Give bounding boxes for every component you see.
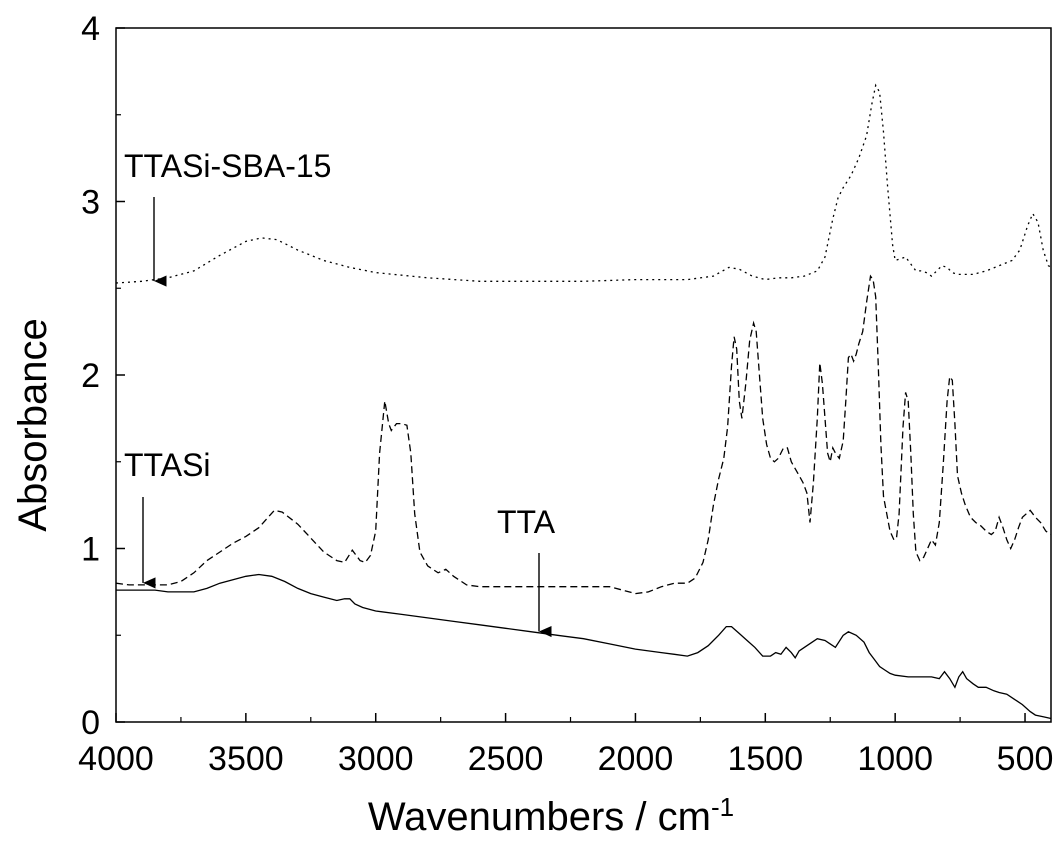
x-tick-label: 2500	[468, 740, 544, 778]
y-axis-label: Absorbance	[11, 318, 55, 531]
annotation-layer: TTASi-SBA-15 TTASi TTA	[124, 148, 556, 638]
y-tick-label: 0	[81, 704, 100, 742]
x-tick-label: 1000	[857, 740, 933, 778]
x-tick-label: 3500	[208, 740, 284, 778]
annotation-label: TTASi	[124, 447, 211, 483]
series-line-tta	[116, 573, 1052, 720]
plot-frame	[115, 27, 1052, 723]
x-tick-label: 4000	[78, 740, 154, 778]
x-tick-label: 500	[997, 740, 1054, 778]
x-axis-label: Wavenumbers / cm-1	[368, 792, 734, 839]
series-layer	[115, 83, 1052, 720]
x-axis-ticks: 4000 3500 3000 2500 2000 1500 1000 500	[78, 713, 1053, 778]
x-tick-label: 3000	[338, 740, 414, 778]
series-line-ttasi-sba-15	[115, 83, 1052, 284]
annotation-label: TTASi-SBA-15	[124, 148, 331, 184]
x-tick-label: 2000	[598, 740, 674, 778]
x-tick-label: 1500	[727, 740, 803, 778]
y-tick-label: 2	[81, 357, 100, 395]
y-tick-label: 4	[81, 10, 100, 48]
y-axis-ticks: 0 1 2 3 4	[81, 10, 125, 742]
annotation-label: TTA	[497, 504, 556, 540]
y-tick-label: 1	[81, 531, 100, 569]
series-line-ttasi	[115, 274, 1052, 595]
y-tick-label: 3	[81, 184, 100, 222]
